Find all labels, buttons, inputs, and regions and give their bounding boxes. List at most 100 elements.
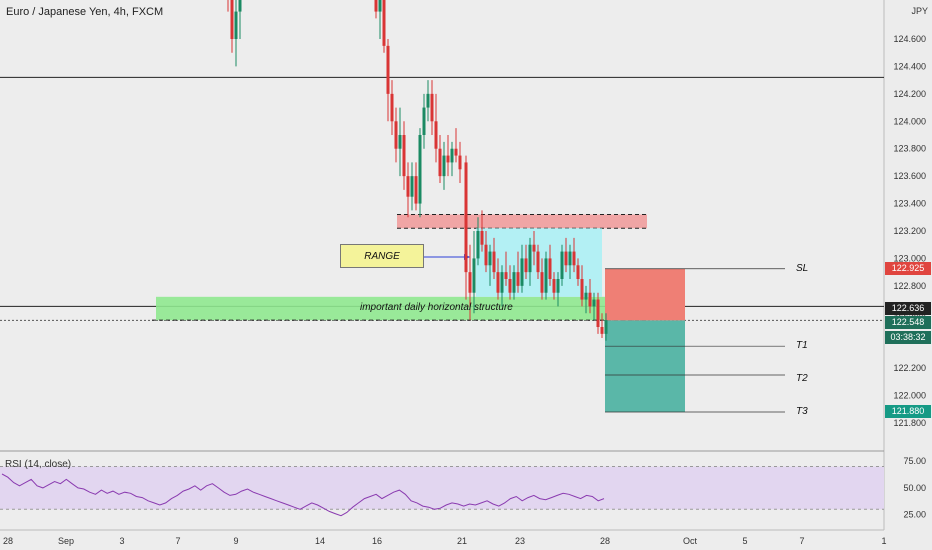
candle-body — [234, 11, 238, 39]
candle-body — [464, 162, 468, 273]
x-tick-label: Sep — [58, 536, 74, 546]
candle-body — [520, 258, 524, 286]
y-tick-label: 124.200 — [893, 89, 926, 99]
candle-body — [548, 258, 552, 279]
x-tick-label: 28 — [600, 536, 610, 546]
t2-label: T2 — [796, 373, 808, 384]
rsi-line — [1, 473, 605, 517]
candle-body — [596, 299, 600, 327]
candle-body — [476, 231, 480, 259]
x-tick-label: 16 — [372, 536, 382, 546]
x-tick-label: 28 — [3, 536, 13, 546]
chart-title: Euro / Japanese Yen, 4h, FXCM — [6, 6, 164, 18]
candle-body — [560, 251, 564, 279]
candle-body — [442, 155, 446, 177]
support-label: important daily horizontal structure — [360, 302, 513, 313]
y-tick-label: 124.000 — [893, 116, 926, 126]
candle-body — [592, 299, 596, 307]
y-tick-label: 123.400 — [893, 199, 926, 209]
rsi-band — [0, 466, 884, 510]
x-tick-label: 21 — [457, 536, 467, 546]
candle-body — [446, 155, 450, 163]
level-price-tag: 122.636 — [885, 302, 931, 315]
candle-body — [438, 148, 442, 177]
candle-body — [422, 107, 426, 135]
candle-body — [402, 135, 406, 177]
candle-body — [528, 244, 532, 273]
candle-body — [378, 0, 382, 12]
candle-body — [418, 135, 422, 204]
candle-body — [472, 258, 476, 293]
candle-body — [230, 0, 234, 39]
sl-label: SL — [796, 263, 809, 274]
y-tick-label: 124.400 — [893, 61, 926, 71]
candle-body — [508, 279, 512, 293]
resistance-zone — [397, 214, 647, 229]
stop-loss-zone — [605, 268, 685, 321]
candle-body — [604, 320, 608, 334]
range-label: RANGE — [340, 244, 424, 268]
x-tick-label: Oct — [683, 536, 698, 546]
x-tick-label: 5 — [742, 536, 747, 546]
candle-body — [458, 155, 462, 170]
candle-body — [450, 148, 454, 163]
candle-body — [390, 93, 394, 122]
y-tick-label: 124.600 — [893, 34, 926, 44]
candle-body — [394, 121, 398, 149]
candle-body — [552, 279, 556, 293]
x-tick-label: 9 — [233, 536, 238, 546]
candle-body — [430, 93, 434, 122]
candle-body — [512, 272, 516, 293]
candle-body — [426, 93, 430, 108]
candle-body — [468, 272, 472, 293]
y-tick-label: 122.000 — [893, 391, 926, 401]
candle-body — [410, 176, 414, 197]
candle-body — [434, 121, 438, 149]
candle-body — [386, 45, 390, 94]
x-tick-label: 23 — [515, 536, 525, 546]
candle-body — [576, 265, 580, 279]
candle-body — [480, 231, 484, 245]
y-tick-label: 122.800 — [893, 281, 926, 291]
candle-body — [532, 244, 536, 252]
candle-body — [544, 258, 548, 293]
candle-body — [484, 244, 488, 266]
candle-body — [568, 251, 572, 266]
plot-background — [0, 0, 884, 550]
x-tick-label: 7 — [175, 536, 180, 546]
rsi-tick-label: 75.00 — [903, 456, 926, 466]
candle-body — [516, 272, 520, 286]
candle-body — [588, 292, 592, 307]
candle-body — [556, 279, 560, 293]
candle-body — [374, 0, 378, 12]
rsi-tick-label: 50.00 — [903, 483, 926, 493]
y-tick-label: 123.200 — [893, 226, 926, 236]
candle-body — [536, 251, 540, 273]
target-price-tag: 121.880 — [885, 405, 931, 418]
current-price-tag: 122.548 — [885, 316, 931, 329]
candle-body — [454, 148, 458, 156]
y-tick-label: 121.800 — [893, 418, 926, 428]
candle-body — [488, 251, 492, 266]
candle-body — [414, 176, 418, 204]
rsi-tick-label: 25.00 — [903, 510, 926, 520]
y-tick-label: 123.800 — [893, 144, 926, 154]
candle-body — [406, 176, 410, 197]
t1-label: T1 — [796, 340, 808, 351]
rsi-title: RSI (14, close) — [5, 459, 72, 470]
candle-body — [238, 0, 242, 12]
candle-body — [382, 0, 386, 46]
candle-body — [398, 135, 402, 149]
t3-label: T3 — [796, 406, 808, 417]
x-tick-label: 1 — [881, 536, 886, 546]
candle-body — [572, 251, 576, 266]
support-zone — [156, 296, 646, 321]
candle-body — [496, 272, 500, 293]
candle-body — [584, 292, 588, 300]
candle-body — [492, 251, 496, 273]
candle-body — [600, 327, 604, 334]
y-tick-label: 122.200 — [893, 363, 926, 373]
candle-body — [500, 272, 504, 293]
countdown-tag: 03:38:32 — [885, 331, 931, 344]
